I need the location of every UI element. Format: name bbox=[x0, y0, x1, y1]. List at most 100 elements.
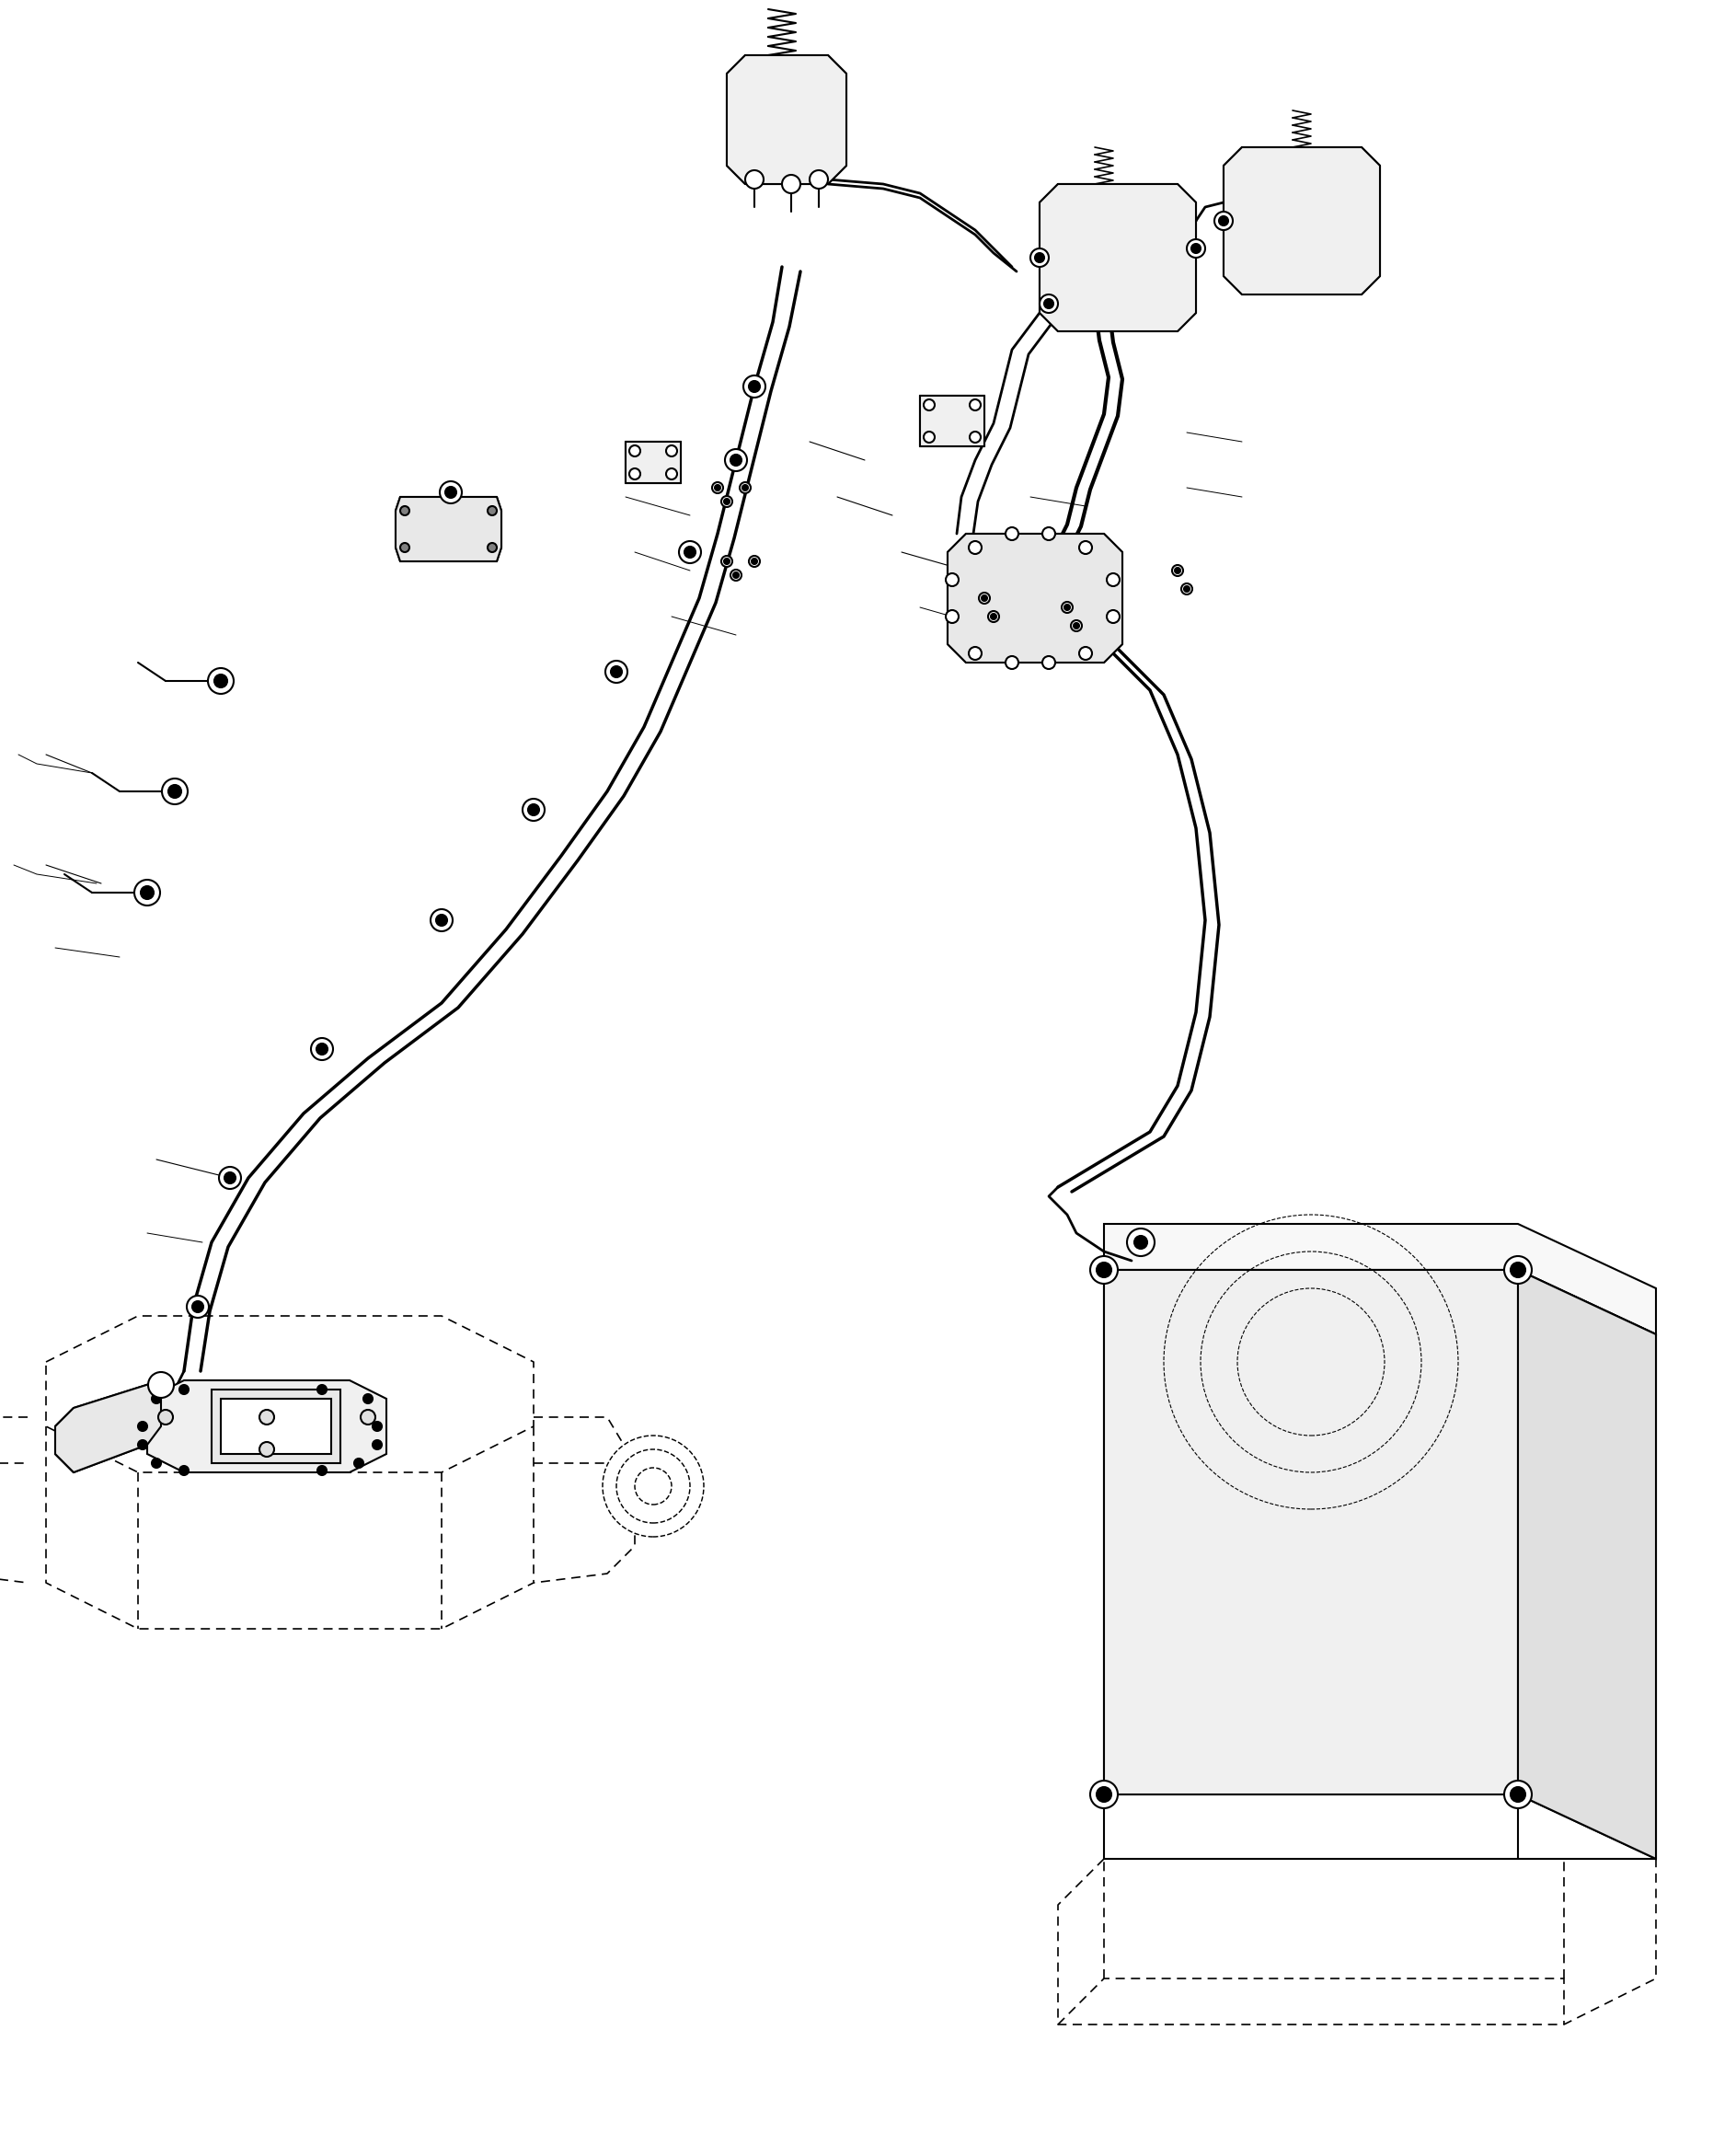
Circle shape bbox=[488, 506, 496, 514]
Circle shape bbox=[1040, 294, 1057, 314]
Polygon shape bbox=[1224, 147, 1380, 294]
Circle shape bbox=[1042, 655, 1055, 668]
Circle shape bbox=[720, 555, 733, 568]
Circle shape bbox=[1062, 602, 1073, 612]
Circle shape bbox=[208, 668, 234, 694]
Circle shape bbox=[373, 1440, 382, 1449]
Circle shape bbox=[1031, 248, 1049, 267]
Circle shape bbox=[444, 487, 457, 497]
Circle shape bbox=[436, 915, 448, 926]
Circle shape bbox=[988, 610, 1000, 623]
Circle shape bbox=[1090, 1780, 1118, 1807]
Circle shape bbox=[748, 555, 760, 568]
Circle shape bbox=[214, 674, 227, 687]
Circle shape bbox=[1172, 566, 1184, 576]
Circle shape bbox=[354, 1458, 363, 1468]
Circle shape bbox=[1064, 604, 1069, 610]
Circle shape bbox=[1090, 1257, 1118, 1285]
Circle shape bbox=[743, 484, 748, 491]
Circle shape bbox=[1080, 542, 1092, 555]
Circle shape bbox=[1187, 239, 1205, 258]
Circle shape bbox=[363, 1394, 373, 1404]
Circle shape bbox=[187, 1295, 208, 1319]
Circle shape bbox=[158, 1411, 174, 1426]
Circle shape bbox=[979, 593, 990, 604]
Circle shape bbox=[946, 610, 958, 623]
Bar bbox=[625, 442, 681, 482]
Circle shape bbox=[401, 506, 410, 514]
Circle shape bbox=[731, 455, 741, 465]
Circle shape bbox=[969, 647, 981, 659]
Circle shape bbox=[1127, 1229, 1154, 1257]
Circle shape bbox=[161, 779, 187, 805]
Circle shape bbox=[731, 570, 741, 580]
Circle shape bbox=[401, 542, 410, 553]
Circle shape bbox=[1108, 574, 1120, 587]
Circle shape bbox=[224, 1172, 236, 1184]
Polygon shape bbox=[56, 1381, 161, 1472]
Circle shape bbox=[259, 1411, 274, 1426]
Polygon shape bbox=[1104, 1225, 1656, 1334]
Circle shape bbox=[740, 482, 750, 493]
Circle shape bbox=[311, 1037, 333, 1061]
Circle shape bbox=[1005, 527, 1019, 540]
Circle shape bbox=[318, 1466, 326, 1475]
Circle shape bbox=[981, 595, 988, 602]
Circle shape bbox=[1097, 1786, 1111, 1801]
Circle shape bbox=[1175, 568, 1180, 574]
Circle shape bbox=[1071, 621, 1082, 632]
Circle shape bbox=[318, 1385, 326, 1394]
Circle shape bbox=[1215, 211, 1233, 230]
Circle shape bbox=[712, 482, 724, 493]
Circle shape bbox=[628, 446, 641, 457]
Circle shape bbox=[1108, 610, 1120, 623]
Circle shape bbox=[523, 798, 545, 822]
Circle shape bbox=[1219, 216, 1227, 226]
Bar bbox=[212, 1389, 340, 1464]
Circle shape bbox=[628, 467, 641, 480]
Circle shape bbox=[667, 446, 677, 457]
Circle shape bbox=[168, 785, 181, 798]
Circle shape bbox=[970, 431, 981, 442]
Circle shape bbox=[179, 1385, 189, 1394]
Circle shape bbox=[924, 431, 934, 442]
Circle shape bbox=[1043, 299, 1054, 307]
Circle shape bbox=[361, 1411, 375, 1426]
Circle shape bbox=[259, 1443, 274, 1458]
Polygon shape bbox=[1517, 1270, 1656, 1859]
Circle shape bbox=[134, 879, 160, 905]
Circle shape bbox=[1080, 647, 1092, 659]
Circle shape bbox=[720, 495, 733, 508]
Bar bbox=[920, 395, 984, 446]
Circle shape bbox=[373, 1421, 382, 1432]
Circle shape bbox=[991, 615, 996, 619]
Circle shape bbox=[1180, 583, 1193, 595]
Polygon shape bbox=[396, 497, 502, 561]
Circle shape bbox=[1097, 1263, 1111, 1278]
Circle shape bbox=[733, 572, 740, 578]
Circle shape bbox=[1035, 254, 1043, 262]
Circle shape bbox=[606, 662, 627, 683]
Circle shape bbox=[137, 1440, 148, 1449]
Circle shape bbox=[781, 175, 800, 194]
Circle shape bbox=[715, 484, 720, 491]
Circle shape bbox=[743, 376, 766, 397]
Circle shape bbox=[946, 574, 958, 587]
Circle shape bbox=[431, 909, 453, 930]
Circle shape bbox=[1042, 527, 1055, 540]
Polygon shape bbox=[727, 55, 847, 184]
Circle shape bbox=[667, 467, 677, 480]
Polygon shape bbox=[948, 534, 1123, 662]
Circle shape bbox=[684, 546, 696, 557]
Circle shape bbox=[924, 399, 934, 410]
Circle shape bbox=[1510, 1786, 1526, 1801]
Circle shape bbox=[726, 448, 746, 472]
Circle shape bbox=[1503, 1780, 1531, 1807]
Circle shape bbox=[745, 171, 764, 188]
Circle shape bbox=[1073, 623, 1080, 630]
Circle shape bbox=[151, 1394, 161, 1404]
Circle shape bbox=[1510, 1263, 1526, 1278]
Circle shape bbox=[528, 805, 540, 815]
Circle shape bbox=[635, 1468, 672, 1504]
Circle shape bbox=[1184, 587, 1189, 591]
